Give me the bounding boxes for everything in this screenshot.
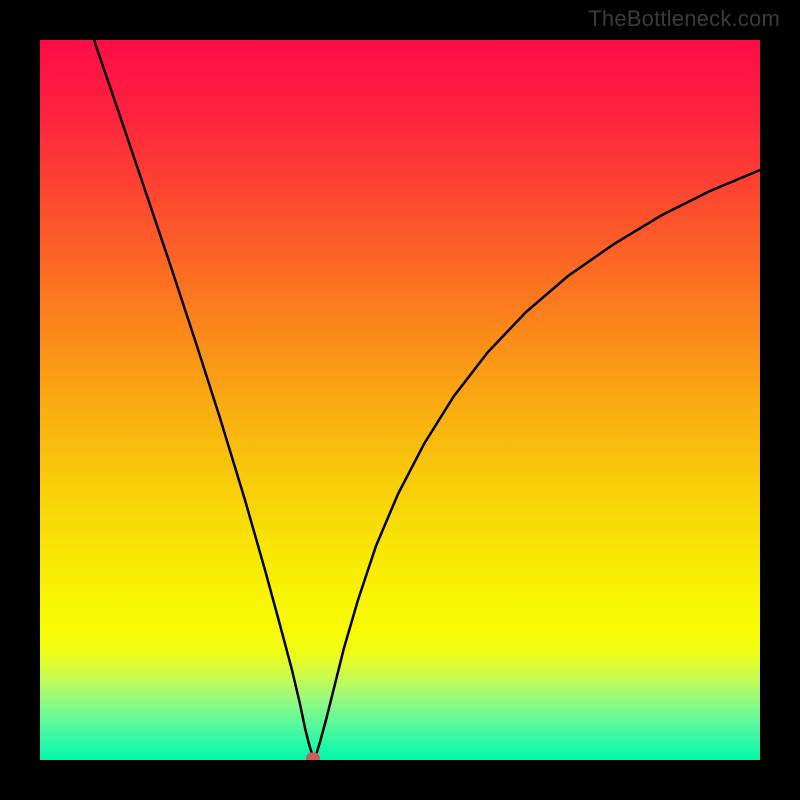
plot-area [40, 40, 760, 760]
optimum-marker [306, 752, 320, 760]
watermark-text: TheBottleneck.com [588, 6, 780, 32]
bottleneck-curve [40, 40, 760, 760]
curve-path [94, 40, 760, 758]
